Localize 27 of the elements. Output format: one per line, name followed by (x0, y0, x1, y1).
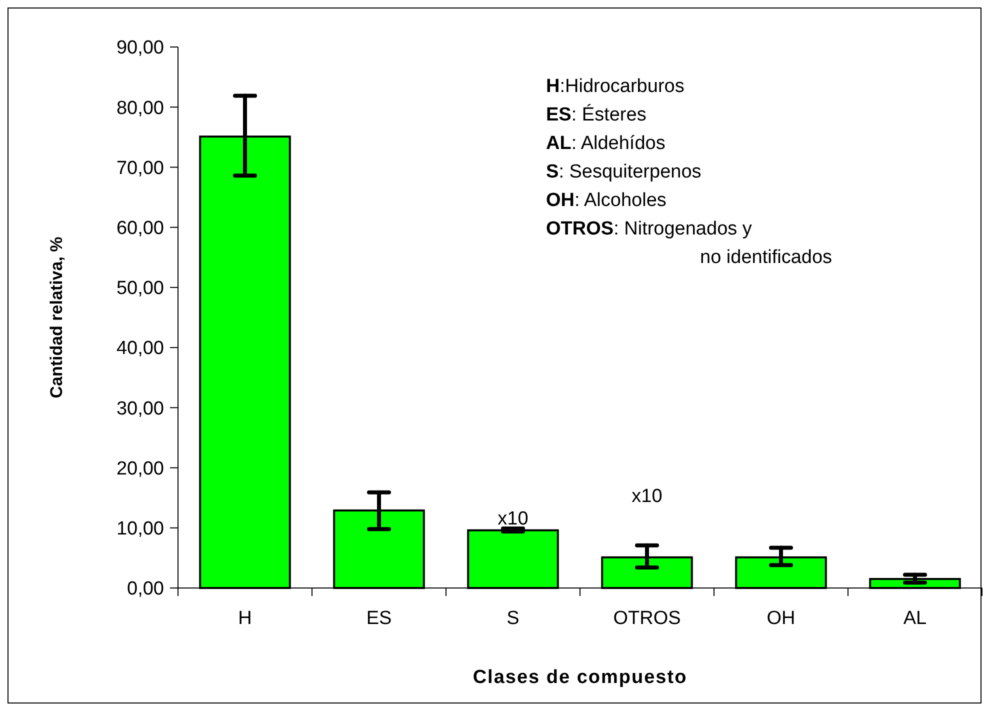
y-tick-label: 40,00 (116, 338, 164, 360)
y-tick-label: 20,00 (116, 458, 164, 480)
x-tick-label: AL (903, 608, 927, 629)
x-tick-label: OH (766, 608, 796, 629)
annotation: ES: Ésteres (546, 104, 646, 126)
y-tick-label: 70,00 (116, 158, 164, 179)
x-tick-label: S (506, 608, 520, 629)
y-tick-label: 0,00 (127, 578, 164, 600)
y-tick-label: 10,00 (116, 518, 164, 540)
annotation: AL: Aldehídos (546, 133, 666, 154)
x-axis-title: Clases de compuesto (472, 667, 688, 688)
y-tick-label: 80,00 (116, 98, 164, 119)
y-tick-label: 90,00 (116, 38, 164, 59)
y-tick-label: 30,00 (116, 398, 164, 420)
annotation: S: Sesquiterpenos (546, 162, 702, 182)
annotation: no identificados (700, 247, 832, 268)
annotation: x10 (498, 508, 528, 530)
annotation: OH: Alcoholes (546, 190, 666, 211)
annotation: OTROS: Nitrogenados y (546, 218, 752, 240)
x-tick-label: OTROS (613, 608, 681, 629)
y-axis-title: Cantidad relativa, % (47, 236, 66, 398)
y-tick-label: 60,00 (116, 218, 164, 239)
y-tick-label: 50,00 (116, 278, 164, 300)
annotation: H:Hidrocarburos (546, 76, 684, 97)
annotation: x10 (632, 486, 662, 507)
x-tick-label: ES (366, 608, 392, 629)
x-tick-label: H (238, 608, 252, 629)
